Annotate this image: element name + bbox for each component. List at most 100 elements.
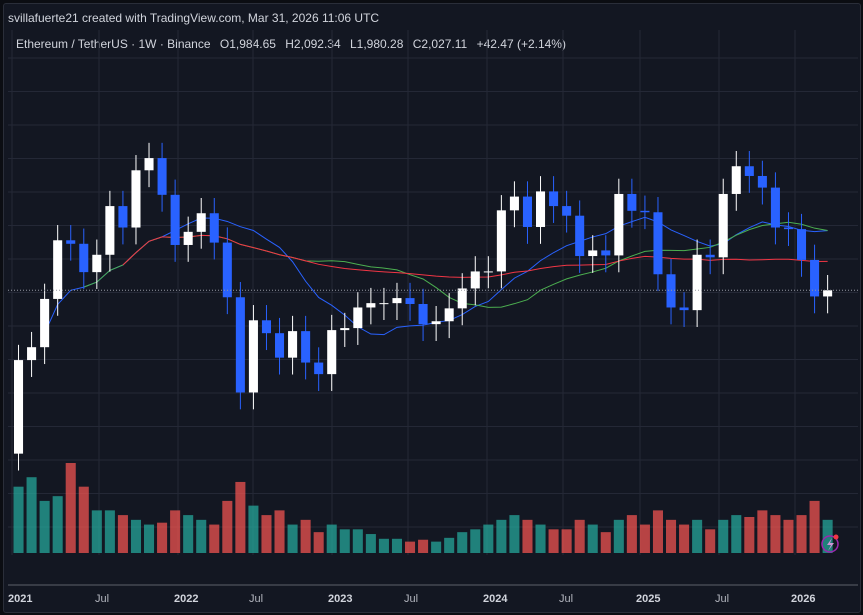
candle-body	[470, 271, 480, 289]
volume-bar	[196, 519, 207, 553]
candle-body	[301, 331, 311, 363]
candle-body	[536, 191, 546, 227]
candle-body	[366, 303, 376, 308]
candle-body	[588, 250, 598, 257]
volume-bar	[222, 500, 233, 553]
volume-bar	[470, 529, 481, 553]
volume-bar	[378, 538, 389, 553]
volume-bar	[274, 510, 285, 553]
candle-body	[770, 187, 780, 228]
candle-body	[692, 254, 702, 311]
volume-bar	[365, 534, 376, 553]
lightning-icon[interactable]	[821, 535, 839, 553]
volume-bar	[78, 486, 89, 553]
candle-body	[601, 250, 611, 256]
x-tick-label: 2022	[174, 593, 198, 605]
candle-body	[53, 240, 63, 299]
volume-bar	[770, 515, 781, 553]
candle-body	[509, 196, 519, 211]
volume-bar	[666, 519, 677, 553]
volume-bar	[339, 529, 350, 553]
ohlc-low: L1,980.28	[350, 37, 404, 51]
x-tick-label: 2024	[483, 593, 508, 605]
volume-bar	[170, 510, 181, 553]
candle-body	[666, 274, 676, 308]
volume-bar	[574, 519, 585, 553]
x-tick-label: Jul	[404, 593, 418, 605]
ohlc-high: H2,092.34	[285, 37, 341, 51]
candle-body	[392, 298, 402, 304]
candle-body	[353, 307, 363, 329]
candle-body	[653, 212, 663, 275]
volume-bar	[783, 519, 794, 553]
candle-body	[614, 193, 624, 256]
moving-average-line	[83, 221, 828, 308]
chart-window	[3, 3, 861, 613]
candle-body	[118, 206, 128, 228]
candle-body	[79, 243, 89, 273]
volume-bar	[444, 537, 455, 553]
candle-body	[144, 158, 154, 171]
volume-bar	[157, 522, 168, 553]
volume-bar	[613, 519, 624, 553]
candle-body	[418, 304, 428, 325]
volume-bar	[457, 532, 468, 553]
candle-body	[483, 271, 493, 273]
volume-bar	[731, 515, 742, 553]
candle-body	[823, 290, 833, 297]
volume-bar	[326, 524, 337, 553]
volume-bar	[104, 510, 115, 553]
volume-bar	[13, 486, 24, 553]
symbol-title[interactable]: Ethereum / TetherUS · 1W · Binance	[16, 37, 211, 51]
candle-body	[797, 229, 807, 260]
candle-body	[235, 297, 245, 393]
candle-body	[379, 303, 389, 305]
volume-bar	[300, 519, 311, 553]
candle-body	[27, 347, 37, 361]
candle-body	[562, 206, 572, 216]
volume-bar	[548, 529, 559, 553]
candle-body	[222, 242, 232, 298]
candle-body	[444, 308, 454, 322]
candle-body	[314, 362, 324, 375]
candle-body	[640, 210, 650, 213]
volume-bar	[600, 532, 611, 553]
volume-bar	[405, 541, 416, 553]
volume-bar	[418, 539, 429, 553]
candle-body	[92, 254, 102, 273]
candle-body	[744, 166, 754, 176]
volume-bar	[65, 463, 76, 553]
credit-text: svillafuerte21 created with TradingView.…	[8, 11, 380, 25]
candle-body	[783, 227, 793, 230]
candle-body	[288, 331, 298, 358]
x-tick-label: 2026	[791, 593, 815, 605]
volume-bar	[91, 510, 102, 553]
volume-bar	[705, 529, 716, 553]
volume-bar	[130, 519, 141, 553]
volume-bar	[431, 541, 442, 553]
candle-body	[705, 254, 715, 258]
candle-body	[405, 298, 415, 305]
candle-body	[679, 307, 689, 311]
candle-body	[549, 191, 559, 207]
volume-bar	[535, 524, 546, 553]
volume-bar	[561, 529, 572, 553]
volume-bar	[718, 519, 729, 553]
volume-bar	[235, 481, 246, 553]
x-tick-label: Jul	[249, 593, 263, 605]
volume-bar	[26, 477, 37, 553]
volume-bar	[39, 500, 50, 553]
candle-body	[575, 215, 585, 257]
volume-bar	[679, 524, 690, 553]
x-tick-label: Jul	[715, 593, 729, 605]
candle-body	[496, 210, 506, 272]
volume-bar	[209, 524, 220, 553]
candle-body	[275, 333, 285, 358]
candle-body	[757, 175, 767, 188]
x-tick-label: 2021	[8, 593, 32, 605]
volume-bar	[183, 515, 194, 553]
volume-bar	[248, 505, 259, 553]
volume-bar	[522, 519, 533, 553]
volume-bar	[744, 517, 755, 553]
